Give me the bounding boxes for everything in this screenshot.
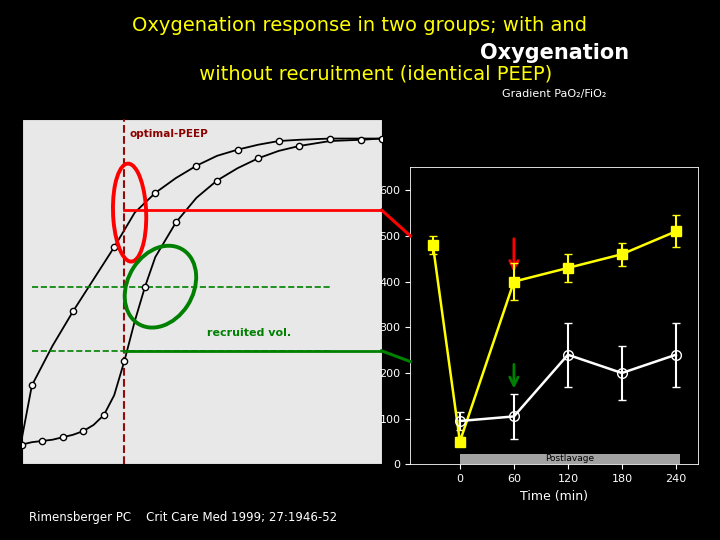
- Text: without recruitment (identical PEEP): without recruitment (identical PEEP): [168, 65, 552, 84]
- Text: Oxygenation response in two groups; with and: Oxygenation response in two groups; with…: [132, 16, 588, 35]
- X-axis label: Pressure (cm H₂O): Pressure (cm H₂O): [150, 490, 253, 500]
- Bar: [460, 454, 680, 464]
- Text: Gradient PaO₂/FiO₂: Gradient PaO₂/FiO₂: [503, 89, 606, 99]
- Text: Postlavage: Postlavage: [545, 455, 594, 463]
- Text: Rimensberger PC    Crit Care Med 1999; 27:1946-52: Rimensberger PC Crit Care Med 1999; 27:1…: [29, 511, 337, 524]
- Text: optimal-PEEP: optimal-PEEP: [130, 129, 208, 139]
- Text: recruited vol.: recruited vol.: [207, 328, 291, 338]
- Text: Oxygenation: Oxygenation: [480, 43, 629, 63]
- X-axis label: Time (min): Time (min): [521, 490, 588, 503]
